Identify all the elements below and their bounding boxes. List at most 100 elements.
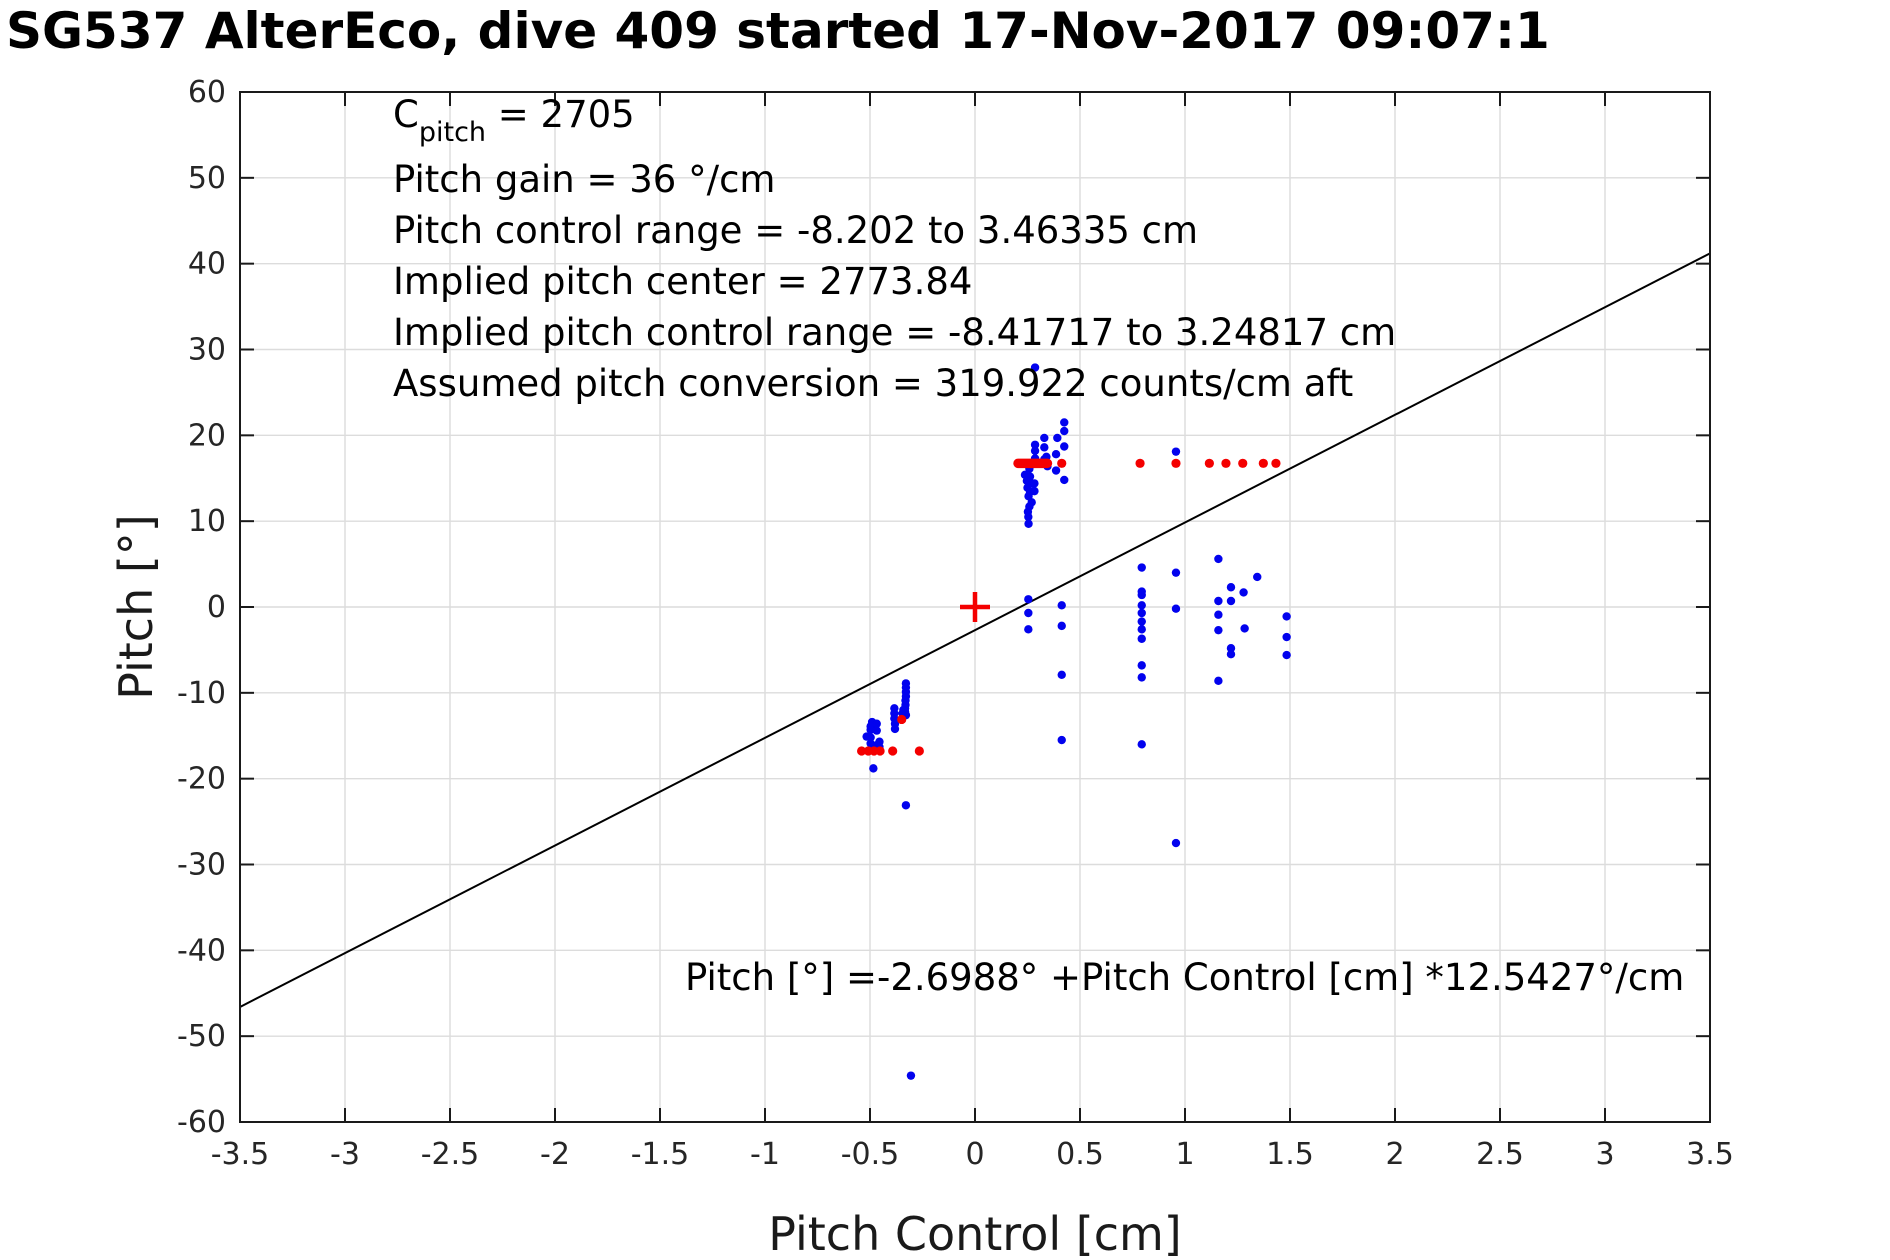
y-tick-label: 0 xyxy=(207,590,226,625)
annotation-pitch-gain: Pitch gain = 36 °/cm xyxy=(393,158,775,201)
observed-pitch-point xyxy=(1214,554,1223,564)
observed-pitch-point xyxy=(1171,447,1181,456)
observed-pitch-point xyxy=(1060,442,1069,451)
x-tick-label: -0.5 xyxy=(841,1137,900,1172)
figure-title: SG537 AlterEco, dive 409 started 17-Nov-… xyxy=(6,2,1550,60)
commanded-pitch-point xyxy=(1171,458,1181,468)
observed-pitch-point xyxy=(1282,612,1291,621)
observed-pitch-point xyxy=(1137,661,1146,670)
observed-pitch-point xyxy=(1137,625,1146,634)
annotation-pitch-control-range: Pitch control range = -8.202 to 3.46335 … xyxy=(393,209,1198,252)
y-tick-label: 50 xyxy=(188,161,226,196)
x-tick-label: 0 xyxy=(965,1137,984,1172)
observed-pitch-point xyxy=(1226,583,1236,592)
observed-pitch-point xyxy=(901,801,911,810)
x-tick-label: 0.5 xyxy=(1056,1137,1104,1172)
x-tick-label: -3.5 xyxy=(211,1137,270,1172)
data-marks xyxy=(239,252,1711,1080)
observed-pitch-point xyxy=(1214,610,1223,619)
x-tick-labels: -3.5 -3 -2.5 -2 -1.5 -1 -0.5 0 0.5 1 1.5 2 2.5 3 3.5 xyxy=(211,1137,1734,1172)
x-tick-label: 1 xyxy=(1175,1137,1194,1172)
observed-pitch-point xyxy=(1282,650,1291,660)
observed-pitch-point xyxy=(1030,479,1039,488)
observed-pitch-point xyxy=(1137,740,1146,749)
observed-pitch-point xyxy=(1060,418,1069,427)
annotation-implied-pitch-center: Implied pitch center = 2773.84 xyxy=(393,260,972,303)
fit-line xyxy=(239,252,1711,1008)
observed-pitch-point xyxy=(1030,446,1040,455)
observed-pitch-point xyxy=(1024,608,1033,618)
annotation-cpitch: Cpitch = 2705 xyxy=(393,93,635,148)
annotation-implied-pitch-control-range: Implied pitch control range = -8.41717 t… xyxy=(393,311,1396,354)
observed-pitch-point xyxy=(1239,588,1248,597)
x-tick-label: 3 xyxy=(1595,1137,1614,1172)
x-tick-label: 2 xyxy=(1385,1137,1404,1172)
commanded-pitch-point xyxy=(857,746,867,756)
observed-pitch-point xyxy=(1024,625,1033,634)
observed-pitch-points xyxy=(862,363,1291,1080)
commanded-pitch-point xyxy=(1238,458,1248,468)
observed-pitch-point xyxy=(1024,595,1033,604)
fit-equation-label: Pitch [°] =-2.6988° +Pitch Control [cm] … xyxy=(685,956,1684,999)
observed-pitch-point xyxy=(890,724,900,734)
observed-pitch-point xyxy=(1051,450,1061,459)
y-tick-label: -20 xyxy=(177,762,226,797)
y-tick-labels: -60 -50 -40 -30 -20 -10 0 10 20 30 40 50 60 xyxy=(177,75,226,1140)
observed-pitch-point xyxy=(1137,601,1146,610)
observed-pitch-point xyxy=(1057,670,1066,680)
observed-pitch-point xyxy=(1226,650,1236,659)
observed-pitch-point xyxy=(1137,617,1146,626)
x-tick-label: -1 xyxy=(750,1137,780,1172)
y-tick-label: 30 xyxy=(188,333,226,368)
observed-pitch-point xyxy=(1060,426,1069,436)
observed-pitch-point xyxy=(1137,673,1146,682)
observed-pitch-point xyxy=(1137,634,1146,643)
observed-pitch-point xyxy=(1171,838,1181,848)
commanded-pitch-point xyxy=(1057,458,1067,468)
observed-pitch-point xyxy=(906,1071,916,1080)
observed-pitch-point xyxy=(1137,563,1146,572)
observed-pitch-point xyxy=(1057,735,1066,745)
commanded-pitch-points xyxy=(857,458,1281,756)
x-tick-label: -1.5 xyxy=(631,1137,690,1172)
commanded-pitch-point xyxy=(1135,458,1145,468)
x-tick-label: 1.5 xyxy=(1266,1137,1314,1172)
y-tick-label: -50 xyxy=(177,1019,226,1054)
y-tick-label: 40 xyxy=(188,247,226,282)
observed-pitch-point xyxy=(1171,604,1181,613)
observed-pitch-point xyxy=(1137,608,1146,618)
observed-pitch-point xyxy=(866,733,875,742)
observed-pitch-point xyxy=(1226,596,1236,606)
commanded-pitch-point xyxy=(1258,458,1268,468)
commanded-pitch-point xyxy=(888,746,898,756)
observed-pitch-point xyxy=(1040,443,1049,452)
observed-pitch-point xyxy=(1024,519,1033,528)
observed-pitch-point xyxy=(869,764,878,773)
observed-pitch-point xyxy=(1282,632,1291,642)
y-tick-label: 60 xyxy=(188,75,226,110)
observed-pitch-point xyxy=(1214,596,1223,606)
x-axis-label: Pitch Control [cm] xyxy=(768,1207,1182,1260)
observed-pitch-point xyxy=(1060,475,1069,485)
observed-pitch-point xyxy=(1214,676,1223,686)
observed-pitch-point xyxy=(1226,644,1236,653)
y-tick-label: 10 xyxy=(188,504,226,539)
y-tick-label: -40 xyxy=(177,933,226,968)
observed-pitch-point xyxy=(1051,466,1061,475)
x-tick-label: 3.5 xyxy=(1686,1137,1734,1172)
commanded-pitch-point xyxy=(1204,458,1214,468)
observed-pitch-point xyxy=(1030,440,1040,449)
observed-pitch-point xyxy=(1253,572,1262,582)
commanded-pitch-point xyxy=(1271,458,1281,468)
observed-pitch-point xyxy=(1171,568,1181,577)
x-tick-label: -2.5 xyxy=(421,1137,480,1172)
commanded-pitch-point xyxy=(897,714,907,725)
observed-pitch-point xyxy=(1053,433,1062,443)
y-tick-label: -30 xyxy=(177,848,226,883)
annotation-assumed-pitch-conversion: Assumed pitch conversion = 319.922 count… xyxy=(393,362,1353,405)
commanded-pitch-point xyxy=(875,746,885,756)
x-tick-label: 2.5 xyxy=(1476,1137,1524,1172)
origin-plus-marker xyxy=(960,592,990,622)
observed-pitch-point xyxy=(1024,512,1033,522)
